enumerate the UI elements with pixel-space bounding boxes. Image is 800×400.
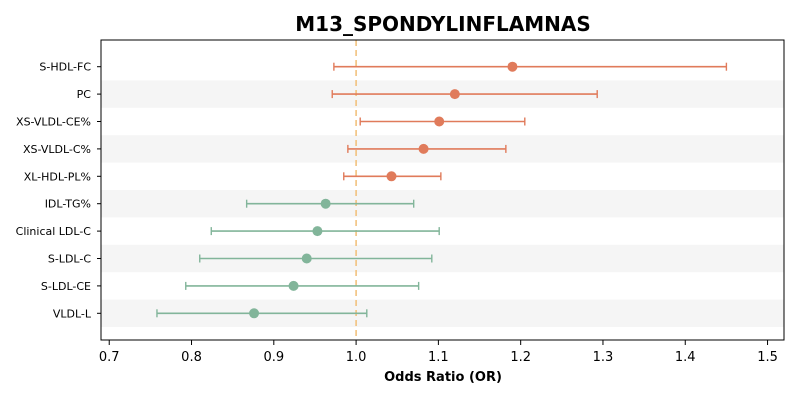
odds-ratio-point bbox=[301, 253, 312, 264]
y-tick-label: PC bbox=[77, 88, 92, 101]
odds-ratio-point bbox=[312, 226, 323, 237]
odds-ratio-point bbox=[249, 308, 260, 319]
odds-ratio-point bbox=[288, 280, 299, 291]
x-axis-label: Odds Ratio (OR) bbox=[384, 370, 502, 385]
chart-marks bbox=[156, 61, 728, 319]
y-tick-label: Clinical LDL-C bbox=[16, 225, 92, 238]
y-tick-label: XS-VLDL-CE% bbox=[16, 116, 91, 129]
y-tick-label: S-LDL-CE bbox=[41, 280, 91, 293]
y-tick-label: XS-VLDL-C% bbox=[23, 143, 91, 156]
chart-title: M13_SPONDYLINFLAMNAS bbox=[295, 12, 591, 36]
x-tick-label: 0.9 bbox=[263, 350, 284, 365]
plot-frame bbox=[100, 39, 785, 341]
odds-ratio-point bbox=[418, 143, 429, 154]
row-shade-band bbox=[101, 190, 784, 218]
odds-ratio-point bbox=[507, 61, 518, 72]
x-tick-label: 1.2 bbox=[510, 350, 531, 365]
y-tick-label: IDL-TG% bbox=[45, 198, 91, 211]
y-tick-label: S-LDL-C bbox=[48, 253, 91, 266]
x-tick-label: 0.8 bbox=[181, 350, 202, 365]
x-tick-label: 1.1 bbox=[428, 350, 449, 365]
odds-ratio-point bbox=[449, 89, 460, 100]
row-shading bbox=[101, 80, 784, 327]
x-tick-label: 0.7 bbox=[99, 350, 120, 365]
y-tick-label: VLDL-L bbox=[53, 307, 92, 320]
x-axis: 0.7 0.8 0.9 1.0 1.1 1.2 1.3 1.4 1.5 bbox=[99, 340, 778, 365]
x-tick-label: 1.3 bbox=[593, 350, 614, 365]
x-tick-label: 1.0 bbox=[346, 350, 367, 365]
x-tick-label: 1.5 bbox=[757, 350, 778, 365]
x-tick-label: 1.4 bbox=[675, 350, 696, 365]
odds-ratio-point bbox=[434, 116, 445, 127]
odds-ratio-point bbox=[320, 198, 331, 209]
y-tick-label: S-HDL-FC bbox=[39, 61, 91, 74]
y-axis: S-HDL-FC PC XS-VLDL-CE% XS-VLDL-C% XL-HDL-PL… bbox=[16, 61, 101, 320]
odds-ratio-point bbox=[386, 171, 397, 182]
y-tick-label: XL-HDL-PL% bbox=[24, 170, 91, 183]
